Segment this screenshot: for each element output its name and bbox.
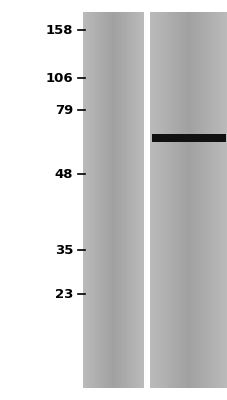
Bar [171,12,173,388]
Bar [163,12,165,388]
Bar [184,12,186,388]
Bar [205,12,207,388]
Bar [98,12,99,388]
Bar [122,12,123,388]
Bar [195,12,197,388]
Bar [86,12,87,388]
Bar [220,12,222,388]
Bar [140,12,141,388]
Bar [186,12,188,388]
Bar [224,12,226,388]
Bar [178,12,180,388]
Bar [121,12,122,388]
Text: 79: 79 [54,104,73,116]
Bar [87,12,89,388]
Bar [201,12,203,388]
Bar [176,12,178,388]
Bar [169,12,171,388]
Bar [119,12,121,388]
Bar [165,12,167,388]
Bar [126,12,128,388]
Bar [95,12,96,388]
Bar [129,12,131,388]
Bar [207,12,209,388]
Bar [192,12,194,388]
Bar [93,12,95,388]
Bar [188,12,190,388]
Bar [137,12,138,388]
Bar [159,12,161,388]
Bar [216,12,218,388]
Bar [212,12,215,388]
Bar [109,12,110,388]
Bar [128,12,129,388]
Text: 23: 23 [54,288,73,300]
Bar [143,12,150,388]
Bar [175,12,176,388]
Bar [141,12,143,388]
Bar [197,12,199,388]
Bar [150,12,152,388]
Bar [199,12,201,388]
Bar [99,12,101,388]
Bar [154,12,155,388]
Bar [167,12,169,388]
Bar [173,12,175,388]
Bar [209,12,211,388]
Bar [84,12,86,388]
Bar [90,12,92,388]
Bar [105,12,107,388]
Bar [110,12,111,388]
Bar [215,12,216,388]
Bar [203,12,205,388]
Bar [107,12,109,388]
Bar [114,12,116,388]
Bar [89,12,90,388]
Bar [155,12,158,388]
Bar [117,12,119,388]
Bar [194,12,195,388]
Bar [113,12,114,388]
Bar [111,12,113,388]
Bar [158,12,159,388]
Bar [101,12,102,388]
Bar [102,12,104,388]
Bar [125,12,126,388]
Bar [131,12,133,388]
Bar [218,12,220,388]
Bar [92,12,93,388]
Bar [190,12,192,388]
Bar [152,12,154,388]
Bar [134,12,136,388]
Text: 35: 35 [54,244,73,256]
Bar [151,134,225,142]
Bar [180,12,182,388]
Text: 106: 106 [45,72,73,84]
Text: 48: 48 [54,168,73,180]
Bar [133,12,134,388]
Bar [123,12,125,388]
Text: 158: 158 [45,24,73,36]
Bar [83,12,84,388]
Bar [96,12,98,388]
Bar [116,12,117,388]
Bar [211,12,212,388]
Bar [104,12,105,388]
Bar [182,12,184,388]
Bar [138,12,140,388]
Bar [161,12,163,388]
Bar [222,12,224,388]
Bar [136,12,137,388]
